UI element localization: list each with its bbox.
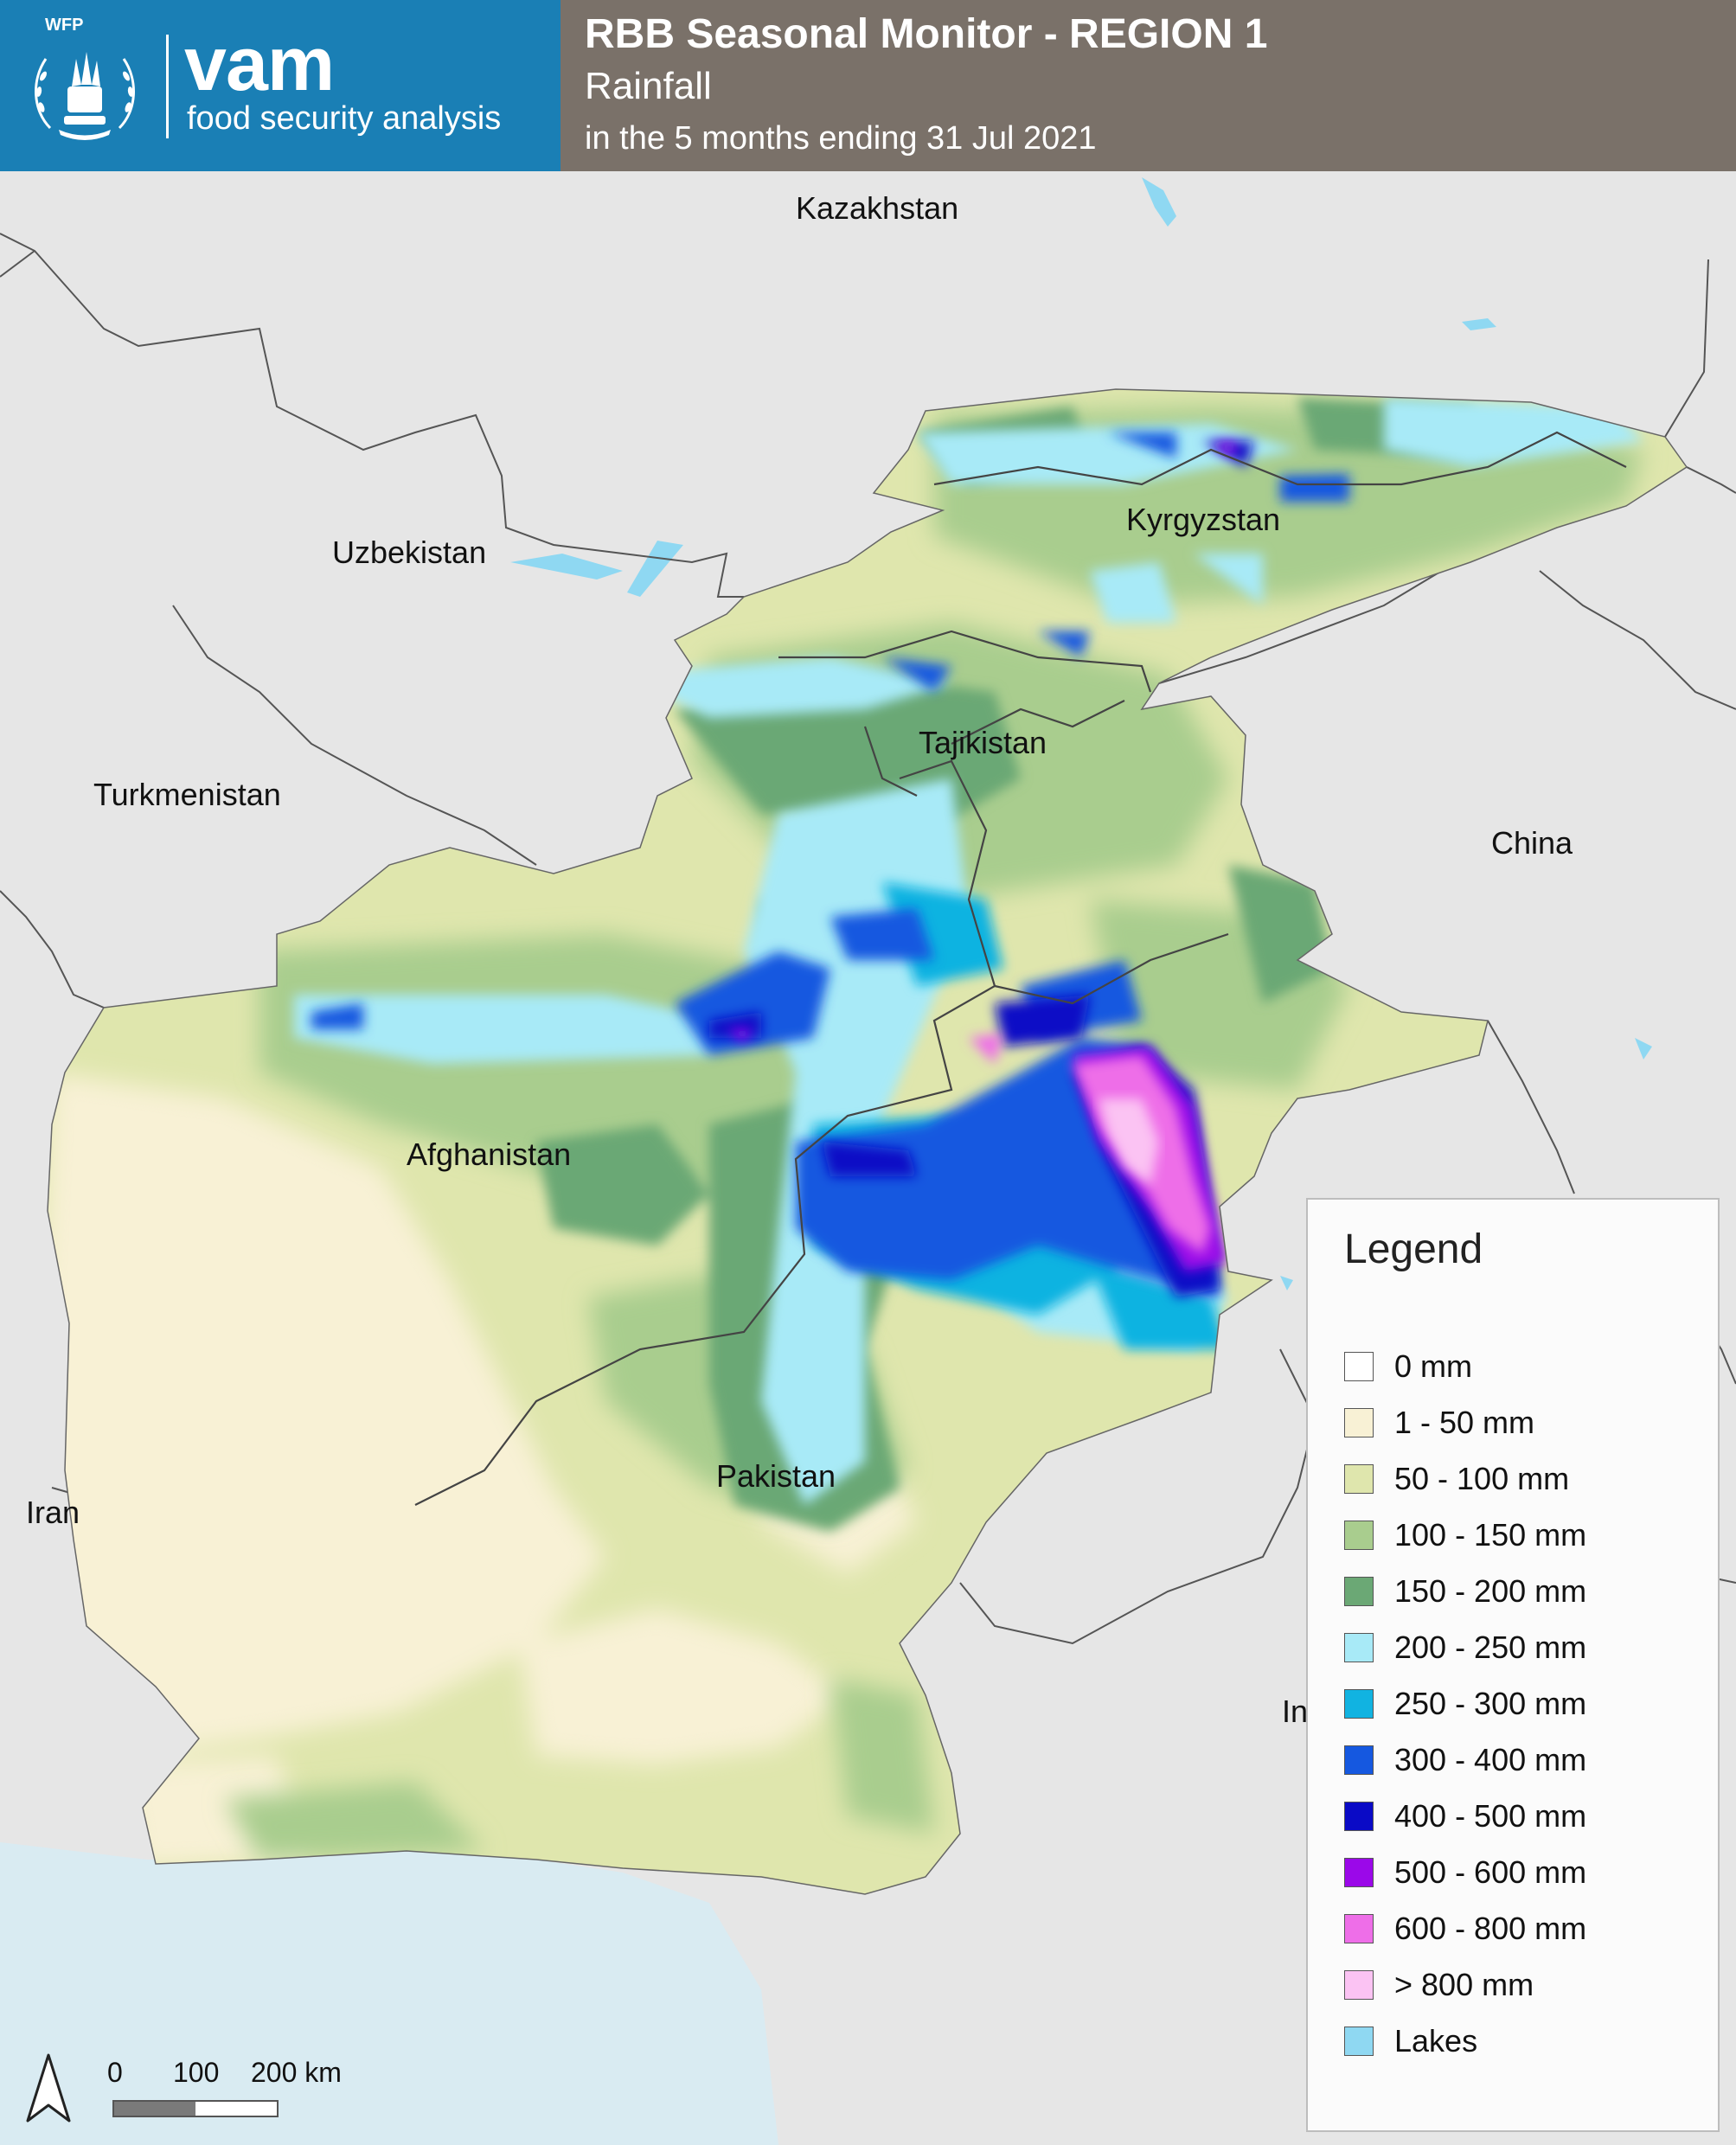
scale-bar xyxy=(112,2100,279,2117)
vam-logo-text: vam xyxy=(184,21,335,106)
scale-label-100: 100 xyxy=(173,2057,220,2088)
country-label-pakistan: Pakistan xyxy=(716,1458,836,1494)
legend-item: > 800 mm xyxy=(1344,1956,1586,2013)
legend-label: 300 - 400 mm xyxy=(1394,1741,1587,1777)
legend-title: Legend xyxy=(1344,1226,1483,1272)
wfp-emblem-icon xyxy=(35,52,135,140)
legend-item: 50 - 100 mm xyxy=(1344,1450,1586,1507)
legend-label: 150 - 200 mm xyxy=(1394,1572,1587,1609)
country-label-uzbekistan: Uzbekistan xyxy=(332,535,487,570)
country-label-turkmenistan: Turkmenistan xyxy=(93,777,281,812)
legend-item: 400 - 500 mm xyxy=(1344,1788,1586,1844)
legend-swatch xyxy=(1344,1745,1374,1775)
legend-item: 500 - 600 mm xyxy=(1344,1844,1586,1900)
legend-swatch xyxy=(1344,1351,1374,1381)
scale-bar-segment xyxy=(114,2102,195,2116)
header-title-panel xyxy=(561,0,1736,171)
map-period: in the 5 months ending 31 Jul 2021 xyxy=(585,120,1097,157)
basemap xyxy=(0,171,1736,2145)
legend-label: 250 - 300 mm xyxy=(1394,1685,1587,1721)
legend-label: 1 - 50 mm xyxy=(1394,1404,1535,1440)
country-label-iran: Iran xyxy=(26,1495,80,1530)
legend-swatch xyxy=(1344,1407,1374,1437)
legend-label: 500 - 600 mm xyxy=(1394,1854,1587,1890)
legend-swatch xyxy=(1344,1969,1374,2000)
legend-swatch xyxy=(1344,1520,1374,1550)
legend-swatch xyxy=(1344,1463,1374,1494)
scale-bar-segment xyxy=(195,2102,277,2116)
legend-item: 150 - 200 mm xyxy=(1344,1563,1586,1619)
legend-label: 200 - 250 mm xyxy=(1394,1629,1587,1665)
legend-swatch xyxy=(1344,1801,1374,1831)
scale-label-200km: 200 km xyxy=(251,2057,342,2088)
map-canvas[interactable]: Kazakhstan Uzbekistan Kyrgyzstan Tajikis… xyxy=(0,171,1736,2145)
north-arrow-icon xyxy=(26,2053,71,2123)
legend-item: 600 - 800 mm xyxy=(1344,1900,1586,1956)
legend-label: > 800 mm xyxy=(1394,1966,1534,2002)
country-label-tajikistan: Tajikistan xyxy=(919,725,1047,760)
legend-panel: Legend 0 mm 1 - 50 mm 50 - 100 mm 100 - … xyxy=(1306,1198,1720,2132)
legend-swatch xyxy=(1344,1857,1374,1887)
legend-label: 50 - 100 mm xyxy=(1394,1460,1570,1496)
legend-swatch xyxy=(1344,1576,1374,1606)
legend-item: Lakes xyxy=(1344,2013,1586,2069)
legend-swatch xyxy=(1344,1913,1374,1943)
legend-label: Lakes xyxy=(1394,2022,1478,2059)
country-label-kazakhstan: Kazakhstan xyxy=(796,190,959,226)
legend-label: 400 - 500 mm xyxy=(1394,1797,1587,1834)
legend-item: 300 - 400 mm xyxy=(1344,1732,1586,1788)
legend-item: 100 - 150 mm xyxy=(1344,1507,1586,1563)
legend-item: 250 - 300 mm xyxy=(1344,1675,1586,1732)
legend-list: 0 mm 1 - 50 mm 50 - 100 mm 100 - 150 mm … xyxy=(1344,1338,1586,2069)
scale-label-0: 0 xyxy=(107,2057,123,2088)
country-label-afghanistan: Afghanistan xyxy=(407,1137,572,1172)
country-label-kyrgyzstan: Kyrgyzstan xyxy=(1126,502,1281,537)
country-label-china: China xyxy=(1491,825,1573,861)
legend-item: 0 mm xyxy=(1344,1338,1586,1394)
legend-item: 200 - 250 mm xyxy=(1344,1619,1586,1675)
logo-divider xyxy=(166,35,169,138)
header-logo-panel: WFP vam food security a xyxy=(0,0,561,171)
legend-label: 100 - 150 mm xyxy=(1394,1516,1587,1553)
vam-logo-subtitle: food security analysis xyxy=(187,100,502,137)
legend-item: 1 - 50 mm xyxy=(1344,1394,1586,1450)
map-subtitle: Rainfall xyxy=(585,65,712,107)
wfp-tag: WFP xyxy=(45,16,84,35)
legend-swatch xyxy=(1344,2026,1374,2056)
legend-label: 600 - 800 mm xyxy=(1394,1910,1587,1946)
map-title: RBB Seasonal Monitor - REGION 1 xyxy=(585,11,1268,57)
legend-swatch xyxy=(1344,1632,1374,1662)
legend-swatch xyxy=(1344,1688,1374,1719)
legend-label: 0 mm xyxy=(1394,1348,1472,1384)
